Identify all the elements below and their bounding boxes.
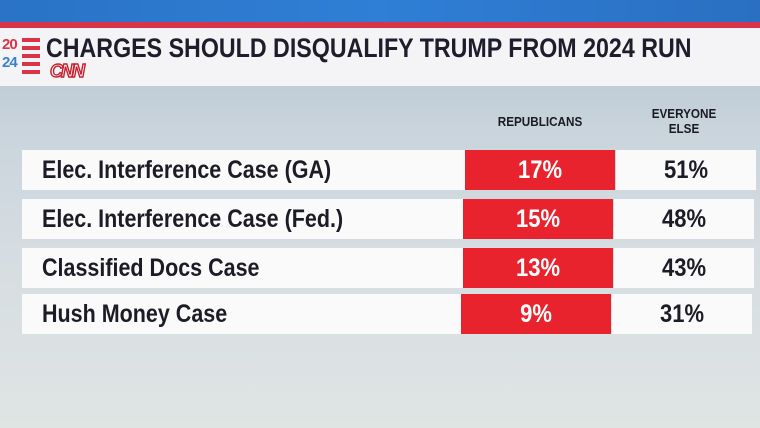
column-header-republicans: REPUBLICANS bbox=[477, 114, 603, 129]
column-header-everyone-line1: EVERYONE bbox=[651, 106, 717, 121]
election-2024-logo: 20 24 bbox=[0, 34, 40, 84]
flag-stripes-icon bbox=[22, 38, 40, 74]
column-header-everyone-line2: ELSE bbox=[668, 121, 700, 136]
everyone-else-value: 51% bbox=[663, 156, 709, 184]
header-bar: 20 24 CNN CHARGES SHOULD DISQUALIFY TRUM… bbox=[0, 22, 760, 86]
everyone-else-value: 48% bbox=[661, 205, 707, 233]
republicans-value: 15% bbox=[515, 205, 561, 233]
row-label: Elec. Interference Case (Fed.) bbox=[22, 199, 469, 239]
republicans-value-cell: 13% bbox=[463, 248, 613, 288]
republicans-value: 17% bbox=[517, 156, 563, 184]
row-label: Classified Docs Case bbox=[22, 248, 469, 288]
everyone-else-value: 31% bbox=[659, 300, 705, 328]
everyone-else-value-cell: 51% bbox=[616, 150, 756, 190]
republicans-value: 13% bbox=[515, 254, 561, 282]
republicans-value-cell: 9% bbox=[461, 294, 611, 334]
column-header-everyone-else: EVERYONE ELSE bbox=[621, 106, 747, 136]
row-label-text: Elec. Interference Case (GA) bbox=[42, 156, 332, 184]
row-label-text: Elec. Interference Case (Fed.) bbox=[42, 205, 344, 233]
republicans-value-cell: 17% bbox=[465, 150, 615, 190]
row-label-text: Hush Money Case bbox=[42, 300, 228, 328]
row-label: Hush Money Case bbox=[22, 294, 469, 334]
republicans-value-cell: 15% bbox=[463, 199, 613, 239]
column-header-republicans-text: REPUBLICANS bbox=[497, 114, 583, 129]
row-label-text: Classified Docs Case bbox=[42, 254, 260, 282]
logo-year-top: 20 bbox=[2, 36, 18, 53]
logo-year-bottom: 24 bbox=[2, 54, 18, 71]
row-label: Elec. Interference Case (GA) bbox=[22, 150, 469, 190]
page-title: CHARGES SHOULD DISQUALIFY TRUMP FROM 202… bbox=[46, 33, 692, 63]
everyone-else-value: 43% bbox=[661, 254, 707, 282]
cnn-logo: CNN bbox=[49, 60, 85, 81]
everyone-else-value-cell: 48% bbox=[614, 199, 754, 239]
everyone-else-value-cell: 43% bbox=[614, 248, 754, 288]
republicans-value: 9% bbox=[520, 300, 552, 328]
everyone-else-value-cell: 31% bbox=[612, 294, 752, 334]
top-blue-band bbox=[0, 0, 760, 22]
